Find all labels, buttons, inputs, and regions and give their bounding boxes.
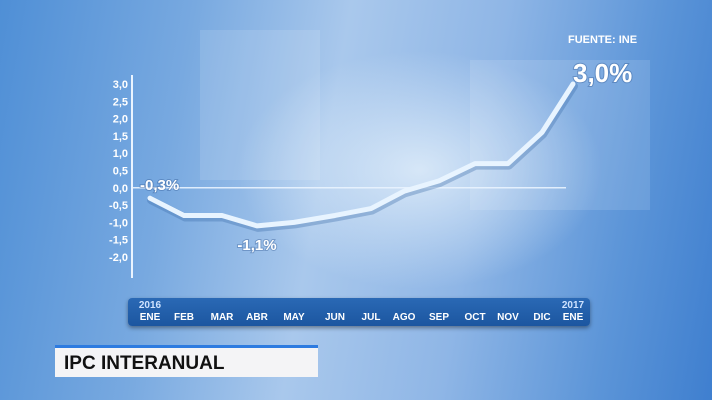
x-tick-label: SEP (428, 312, 450, 323)
series-line (147, 81, 576, 229)
y-tick-label: -1,0 (109, 217, 128, 229)
y-tick-label: 1,0 (113, 148, 128, 160)
y-tick-label: 2,0 (113, 114, 128, 126)
year-label: 2017 (561, 300, 585, 311)
x-tick-label: ENE (139, 312, 161, 323)
series-line-shadow (147, 82, 578, 232)
source-label: FUENTE: INE (568, 34, 638, 46)
y-tick-label: 0,0 (113, 183, 128, 195)
x-axis-bar: ENE FEB MAR ABR MAY JUN JUL AGO SEP OCT NOV DIC ENE 2… (128, 298, 590, 326)
data-label: 3,0% (573, 58, 632, 88)
y-tick-label: -2,0 (109, 252, 128, 264)
data-label: -1,1% (237, 237, 276, 254)
y-tick-label: -0,5 (109, 200, 128, 212)
caption-title: IPC INTERANUAL (64, 353, 225, 374)
x-tick-label: ENE (562, 312, 584, 323)
x-tick-label: NOV (497, 312, 519, 323)
x-tick-label: AGO (392, 312, 416, 323)
x-tick-label: OCT (464, 312, 486, 323)
x-tick-label: JUL (361, 312, 381, 323)
y-tick-label: -1,5 (109, 235, 128, 247)
y-tick-label: 0,5 (113, 166, 128, 178)
x-tick-label: FEB (174, 312, 194, 323)
y-tick-label: 1,5 (113, 131, 128, 143)
caption-box: IPC INTERANUAL (55, 345, 318, 377)
x-tick-label: JUN (324, 312, 346, 323)
background-shelf (470, 60, 650, 210)
background-shelf (200, 30, 320, 180)
data-label: -0,3% (140, 177, 179, 194)
y-tick-label: 3,0 (113, 79, 128, 91)
x-tick-label: MAR (210, 312, 234, 323)
x-tick-label: MAY (283, 312, 305, 323)
x-tick-label: ABR (246, 312, 268, 323)
year-label: 2016 (138, 300, 162, 311)
y-tick-label: 2,5 (113, 96, 128, 108)
x-tick-label: DIC (533, 312, 551, 323)
